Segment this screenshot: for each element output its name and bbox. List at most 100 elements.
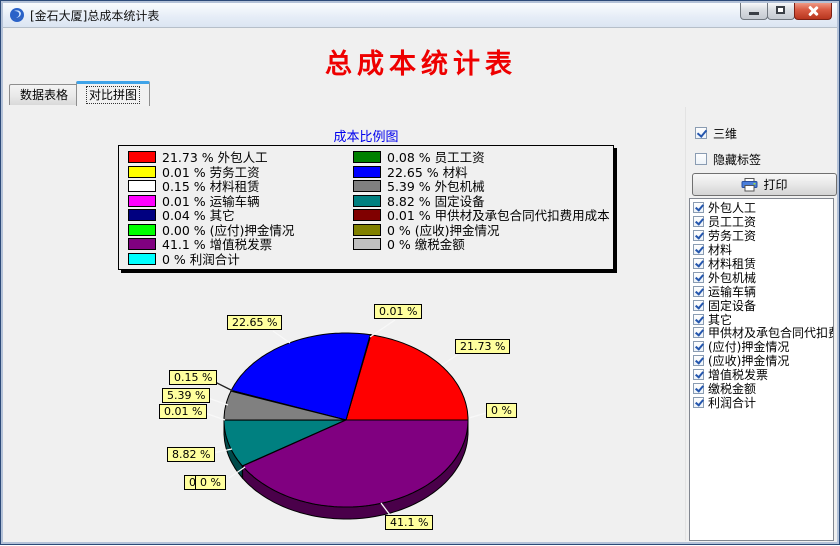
category-checkbox-box[interactable]	[693, 341, 704, 352]
legend-item: 0.01 % 劳务工资	[128, 166, 353, 181]
category-checkbox-box[interactable]	[693, 286, 704, 297]
category-checkbox-label: 固定设备	[708, 298, 756, 312]
category-checkbox-label: 员工工资	[708, 215, 756, 229]
legend-item: 0.01 % 运输车辆	[128, 195, 353, 210]
legend-swatch	[353, 151, 381, 163]
category-checkbox-label: (应收)押金情况	[708, 354, 789, 368]
category-checkbox-label: 外包人工	[708, 201, 756, 215]
checkbox-hide-labels-box[interactable]	[695, 153, 707, 165]
category-checkbox-label: 甲供材及承包合同代扣费用成本	[708, 326, 833, 340]
page-title: 总成本统计表	[1, 42, 840, 81]
category-checkbox-item[interactable]: 利润合计	[690, 395, 833, 409]
category-checkbox-box[interactable]	[693, 258, 704, 269]
category-checkbox-box[interactable]	[693, 272, 704, 283]
pie-value-label: 41.1 %	[385, 515, 433, 530]
category-checkbox-list[interactable]: 外包人工员工工资劳务工资材料材料租赁外包机械运输车辆固定设备其它甲供材及承包合同…	[689, 198, 834, 541]
legend-item: 22.65 % 材料	[353, 166, 611, 181]
legend-swatch	[353, 209, 381, 221]
category-checkbox-label: 利润合计	[708, 395, 756, 409]
legend-label: 21.73 % 外包人工	[162, 150, 268, 165]
legend-item: 0 % 缴税金额	[353, 238, 611, 253]
category-checkbox-item[interactable]: 员工工资	[690, 215, 833, 229]
checkbox-hide-labels[interactable]: 隐藏标签	[695, 152, 761, 166]
pie-value-label: 0 %	[486, 403, 517, 418]
tab-data-table[interactable]: 数据表格	[9, 84, 79, 105]
category-checkbox-box[interactable]	[693, 369, 704, 380]
legend-label: 22.65 % 材料	[387, 165, 468, 180]
pie-value-label: 22.65 %	[227, 315, 282, 330]
category-checkbox-box[interactable]	[693, 202, 704, 213]
category-checkbox-label: 劳务工资	[708, 229, 756, 243]
legend-swatch	[128, 238, 156, 250]
category-checkbox-box[interactable]	[693, 397, 704, 408]
legend-item: 0 % (应收)押金情况	[353, 224, 611, 239]
category-checkbox-label: (应付)押金情况	[708, 340, 789, 354]
category-checkbox-item[interactable]: 增值税发票	[690, 368, 833, 382]
category-checkbox-box[interactable]	[693, 383, 704, 394]
print-button-label: 打印	[763, 176, 787, 193]
tab-data-table-label: 数据表格	[20, 88, 68, 102]
category-checkbox-item[interactable]: 甲供材及承包合同代扣费用成本	[690, 326, 833, 340]
category-checkbox-box[interactable]	[693, 314, 704, 325]
print-button[interactable]: 打印	[692, 173, 837, 196]
checkbox-3d-label: 三维	[713, 125, 737, 142]
category-checkbox-label: 其它	[708, 312, 732, 326]
legend-swatch	[353, 238, 381, 250]
legend-label: 0.04 % 其它	[162, 208, 235, 223]
close-button[interactable]	[794, 2, 832, 20]
legend-label: 0.01 % 甲供材及承包合同代扣费用成本	[387, 208, 610, 223]
legend-swatch	[353, 166, 381, 178]
legend-swatch	[128, 195, 156, 207]
category-checkbox-item[interactable]: 外包人工	[690, 201, 833, 215]
category-checkbox-item[interactable]: 缴税金额	[690, 382, 833, 396]
pie-slices[interactable]	[224, 333, 468, 519]
legend-label: 5.39 % 外包机械	[387, 179, 485, 194]
category-checkbox-box[interactable]	[693, 216, 704, 227]
legend-item: 0.08 % 员工工资	[353, 151, 611, 166]
legend-swatch	[128, 253, 156, 265]
checkbox-3d-box[interactable]	[695, 127, 707, 139]
category-checkbox-box[interactable]	[693, 355, 704, 366]
pie-value-label: 0.01 %	[159, 404, 207, 419]
legend-item: 41.1 % 增值税发票	[128, 238, 353, 253]
window-title: [金石大厦]总成本统计表	[30, 7, 159, 24]
category-checkbox-item[interactable]: 劳务工资	[690, 229, 833, 243]
legend-label: 0.08 % 员工工资	[387, 150, 485, 165]
printer-icon	[741, 178, 758, 192]
legend-label: 0.01 % 劳务工资	[162, 165, 260, 180]
legend-item: 0.15 % 材料租赁	[128, 180, 353, 195]
legend-item: 21.73 % 外包人工	[128, 151, 353, 166]
chart-title: 成本比例图	[118, 126, 614, 145]
category-checkbox-item[interactable]: 材料	[690, 243, 833, 257]
maximize-icon	[776, 6, 785, 14]
category-checkbox-item[interactable]: 固定设备	[690, 298, 833, 312]
legend-item: 8.82 % 固定设备	[353, 195, 611, 210]
tab-bar: 数据表格 对比拼图	[5, 81, 835, 105]
legend-item: 0.01 % 甲供材及承包合同代扣费用成本	[353, 209, 611, 224]
maximize-button[interactable]	[767, 2, 795, 20]
legend-label: 41.1 % 增值税发票	[162, 237, 272, 252]
category-checkbox-item[interactable]: 材料租赁	[690, 257, 833, 271]
category-checkbox-item[interactable]: (应收)押金情况	[690, 354, 833, 368]
category-checkbox-item[interactable]: 其它	[690, 312, 833, 326]
category-checkbox-item[interactable]: (应付)押金情况	[690, 340, 833, 354]
titlebar[interactable]: [金石大厦]总成本统计表	[2, 2, 838, 28]
category-checkbox-box[interactable]	[693, 300, 704, 311]
pie-value-label: 21.73 %	[455, 339, 510, 354]
category-checkbox-box[interactable]	[693, 327, 704, 338]
legend-swatch	[128, 209, 156, 221]
category-checkbox-item[interactable]: 外包机械	[690, 270, 833, 284]
tab-pie-chart[interactable]: 对比拼图	[76, 81, 150, 106]
minimize-button[interactable]	[740, 2, 768, 20]
category-checkbox-label: 材料	[708, 243, 732, 257]
category-checkbox-item[interactable]: 运输车辆	[690, 284, 833, 298]
pie-value-label: 0 %	[195, 475, 226, 490]
minimize-icon	[749, 12, 759, 15]
legend-item: 0 % 利润合计	[128, 253, 353, 268]
category-checkbox-box[interactable]	[693, 244, 704, 255]
checkbox-3d[interactable]: 三维	[695, 126, 737, 140]
legend-label: 0.01 % 运输车辆	[162, 194, 260, 209]
category-checkbox-box[interactable]	[693, 230, 704, 241]
